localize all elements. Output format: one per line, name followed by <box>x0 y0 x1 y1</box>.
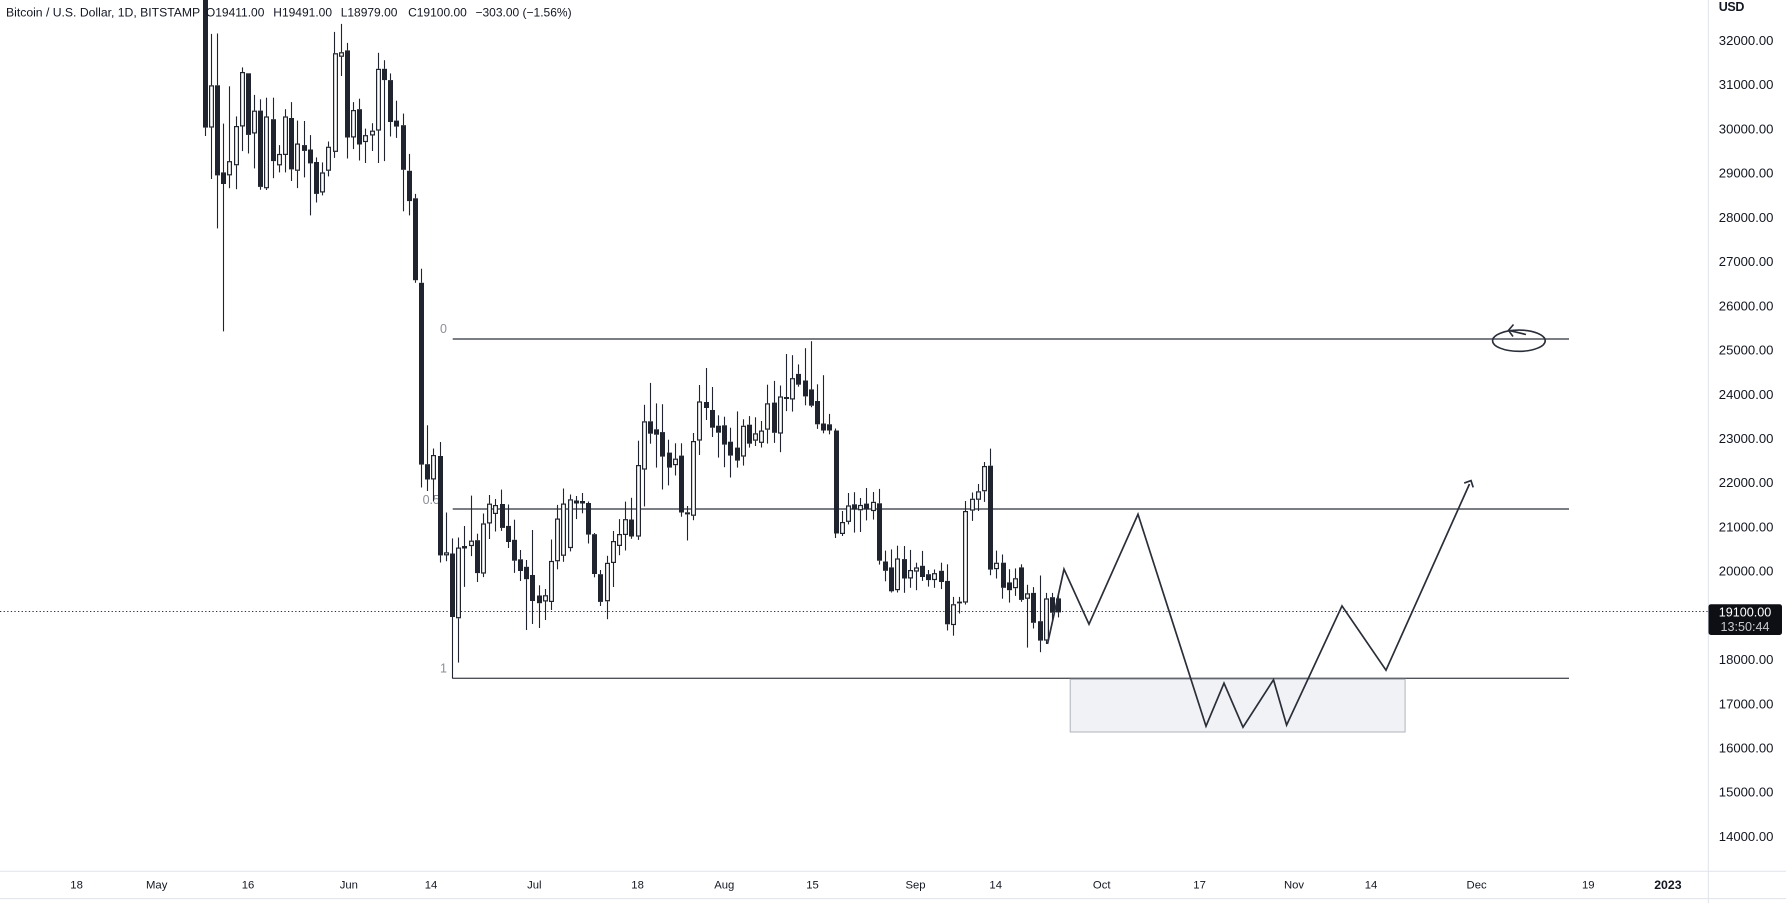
svg-text:−303.00 (−1.56%): −303.00 (−1.56%) <box>476 6 572 20</box>
svg-text:L18979.00: L18979.00 <box>341 6 398 20</box>
svg-text:14: 14 <box>1365 879 1378 891</box>
svg-text:O19411.00: O19411.00 <box>206 6 265 20</box>
svg-text:18000.00: 18000.00 <box>1719 652 1774 667</box>
svg-text:23000.00: 23000.00 <box>1719 431 1774 446</box>
svg-text:0.5: 0.5 <box>423 493 440 507</box>
svg-text:24000.00: 24000.00 <box>1719 387 1774 402</box>
svg-text:H19491.00: H19491.00 <box>273 6 332 20</box>
svg-text:18: 18 <box>631 879 644 891</box>
svg-text:C19100.00: C19100.00 <box>408 6 467 20</box>
svg-text:13:50:44: 13:50:44 <box>1720 620 1769 634</box>
svg-text:19: 19 <box>1582 879 1595 891</box>
svg-text:32000.00: 32000.00 <box>1719 33 1774 48</box>
svg-text:18: 18 <box>70 879 83 891</box>
svg-text:27000.00: 27000.00 <box>1719 254 1774 269</box>
svg-text:17000.00: 17000.00 <box>1719 696 1774 711</box>
svg-text:16: 16 <box>242 879 255 891</box>
svg-text:25000.00: 25000.00 <box>1719 342 1774 357</box>
svg-text:15: 15 <box>806 879 819 891</box>
svg-text:21000.00: 21000.00 <box>1719 519 1774 534</box>
svg-text:29000.00: 29000.00 <box>1719 166 1774 181</box>
svg-text:22000.00: 22000.00 <box>1719 475 1774 490</box>
svg-text:Jun: Jun <box>340 879 358 891</box>
svg-text:30000.00: 30000.00 <box>1719 121 1774 136</box>
svg-text:Aug: Aug <box>714 879 734 891</box>
svg-text:Sep: Sep <box>905 879 925 891</box>
svg-text:14000.00: 14000.00 <box>1719 829 1774 844</box>
svg-text:Dec: Dec <box>1467 879 1487 891</box>
svg-text:28000.00: 28000.00 <box>1719 210 1774 225</box>
svg-text:20000.00: 20000.00 <box>1719 564 1774 579</box>
svg-text:14: 14 <box>425 879 438 891</box>
svg-text:Jul: Jul <box>527 879 541 891</box>
svg-text:31000.00: 31000.00 <box>1719 77 1774 92</box>
svg-text:19100.00: 19100.00 <box>1719 606 1772 620</box>
svg-text:Nov: Nov <box>1284 879 1304 891</box>
svg-text:16000.00: 16000.00 <box>1719 740 1774 755</box>
svg-text:17: 17 <box>1193 879 1206 891</box>
svg-text:Oct: Oct <box>1093 879 1111 891</box>
svg-text:26000.00: 26000.00 <box>1719 298 1774 313</box>
svg-text:15000.00: 15000.00 <box>1719 785 1774 800</box>
svg-text:May: May <box>146 879 168 891</box>
svg-text:14: 14 <box>989 879 1002 891</box>
svg-text:USD: USD <box>1719 0 1745 14</box>
svg-text:0: 0 <box>440 322 447 336</box>
svg-text:2023: 2023 <box>1654 878 1682 892</box>
svg-text:1: 1 <box>440 662 447 676</box>
svg-text:Bitcoin / U.S. Dollar, 1D, BIT: Bitcoin / U.S. Dollar, 1D, BITSTAMP <box>6 6 200 20</box>
